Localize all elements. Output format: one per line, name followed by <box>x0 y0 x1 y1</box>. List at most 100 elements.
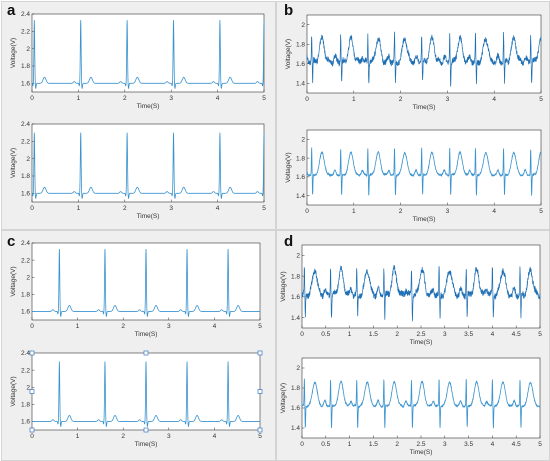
x-axis-label: Time(S) <box>410 449 433 456</box>
y-tick-label: 1.4 <box>296 193 305 200</box>
x-axis-label: Time(S) <box>137 103 160 110</box>
selection-handle[interactable] <box>143 427 149 433</box>
chart-c-bottom: 0 1 2 3 4 5 1.6 1.8 2 2.2 2.4 Time(S) Voltage(V) <box>10 350 263 448</box>
y-tick-label: 2.2 <box>21 29 30 36</box>
x-tick-label: 1 <box>352 208 356 215</box>
x-tick-label: 4.5 <box>512 331 521 338</box>
selection-handle[interactable] <box>29 350 35 356</box>
series-line <box>31 132 265 199</box>
y-tick-label: 2.4 <box>21 240 30 247</box>
panel-label-d: d <box>284 233 294 250</box>
y-tick-label: 1.8 <box>21 292 30 299</box>
selection-handle[interactable] <box>257 350 263 356</box>
y-tick-label: 2 <box>26 156 30 163</box>
y-tick-label: 2 <box>26 46 30 53</box>
y-axis-label: Voltage(V) <box>10 266 17 296</box>
x-tick-label: 0 <box>30 323 34 330</box>
chart-c-top: 0 1 2 3 4 5 1.6 1.8 2 2.2 2.4 Time(S) Voltage(V) <box>10 240 262 338</box>
y-tick-label: 1.4 <box>291 315 300 322</box>
series-line <box>306 31 542 87</box>
y-tick-label: 1.4 <box>291 425 300 432</box>
x-tick-label: 4 <box>213 323 217 330</box>
x-tick-label: 5 <box>262 95 266 102</box>
x-tick-label: 2 <box>121 323 125 330</box>
x-tick-label: 0 <box>30 205 34 212</box>
x-axis-label: Time(S) <box>413 216 436 223</box>
x-axis-label: Time(S) <box>410 339 433 346</box>
selection-handle[interactable] <box>257 389 263 394</box>
x-tick-label: 4 <box>492 208 496 215</box>
plot-area <box>306 129 542 206</box>
x-tick-label: 1 <box>352 96 356 103</box>
y-tick-label: 2.4 <box>21 11 30 18</box>
x-tick-label: 0 <box>30 95 34 102</box>
x-tick-label: 5 <box>258 433 262 440</box>
x-tick-label: 3 <box>169 95 173 102</box>
series-line <box>306 147 542 196</box>
y-tick-label: 1.6 <box>291 405 300 412</box>
y-tick-label: 1.6 <box>21 309 30 316</box>
plot-area <box>306 14 542 94</box>
x-tick-label: 4 <box>216 205 220 212</box>
x-tick-label: 5 <box>262 205 266 212</box>
x-tick-label: 0 <box>300 441 304 448</box>
x-tick-label: 2.5 <box>416 441 425 448</box>
x-tick-label: 4 <box>213 433 217 440</box>
selection-handle[interactable] <box>257 427 263 433</box>
panel-label-b: b <box>284 2 294 19</box>
y-tick-label: 1.4 <box>296 80 305 87</box>
x-tick-label: 5 <box>258 323 262 330</box>
y-tick-label: 1.6 <box>21 191 30 198</box>
chart-d-top: 0 0.5 1 1.5 2 2.5 3 3.5 4 4.5 5 1.4 1.6 1.8 2 Time(S) Vo… <box>280 244 542 346</box>
x-axis-label: Time(S) <box>135 331 158 338</box>
x-tick-label: 1 <box>76 433 80 440</box>
x-tick-label: 5 <box>539 96 543 103</box>
y-tick-label: 1.8 <box>21 63 30 70</box>
series-line <box>32 248 260 317</box>
chart-b-top: 0 1 2 3 4 5 1.4 1.6 1.8 2 Time(S) Voltage(V) <box>285 14 543 111</box>
y-tick-label: 2.2 <box>21 139 30 146</box>
y-tick-label: 2 <box>26 274 30 281</box>
x-tick-label: 5 <box>539 208 543 215</box>
x-tick-label: 5 <box>538 441 542 448</box>
panel-label-a: a <box>7 2 16 19</box>
x-tick-label: 2 <box>399 208 403 215</box>
y-tick-label: 2.2 <box>21 367 30 374</box>
x-tick-label: 2 <box>123 95 127 102</box>
x-tick-label: 3 <box>443 441 447 448</box>
y-axis-label: Voltage(V) <box>10 148 17 178</box>
x-tick-label: 4 <box>492 96 496 103</box>
y-axis-label: Voltage(V) <box>280 271 287 301</box>
x-tick-label: 1.5 <box>369 441 378 448</box>
x-tick-label: 0 <box>30 433 34 440</box>
plot-area <box>301 357 541 439</box>
selection-handle[interactable] <box>143 350 149 356</box>
y-tick-label: 2 <box>296 365 300 372</box>
y-axis-label: Voltage(V) <box>285 152 292 182</box>
y-tick-label: 1.8 <box>21 173 30 180</box>
x-tick-label: 2 <box>399 96 403 103</box>
y-tick-label: 1.6 <box>296 61 305 68</box>
x-tick-label: 1 <box>77 205 81 212</box>
y-tick-label: 1.6 <box>291 294 300 301</box>
x-tick-label: 1 <box>77 95 81 102</box>
x-tick-label: 1 <box>348 331 352 338</box>
y-tick-label: 2 <box>296 253 300 260</box>
y-axis-label: Voltage(V) <box>280 383 287 413</box>
x-tick-label: 2.5 <box>416 331 425 338</box>
x-tick-label: 1.5 <box>369 331 378 338</box>
x-tick-label: 3 <box>167 323 171 330</box>
y-tick-label: 2.4 <box>21 350 30 357</box>
y-tick-label: 2.2 <box>21 257 30 264</box>
series-line <box>301 265 541 322</box>
y-tick-label: 1.6 <box>21 81 30 88</box>
x-tick-label: 1 <box>76 323 80 330</box>
selection-handle[interactable] <box>29 389 35 394</box>
selection-handle[interactable] <box>29 427 35 433</box>
x-tick-label: 1 <box>348 441 352 448</box>
y-axis-label: Voltage(V) <box>285 39 292 69</box>
y-tick-label: 2.4 <box>21 121 30 128</box>
plot-area <box>301 244 541 329</box>
x-tick-label: 3.5 <box>464 441 473 448</box>
